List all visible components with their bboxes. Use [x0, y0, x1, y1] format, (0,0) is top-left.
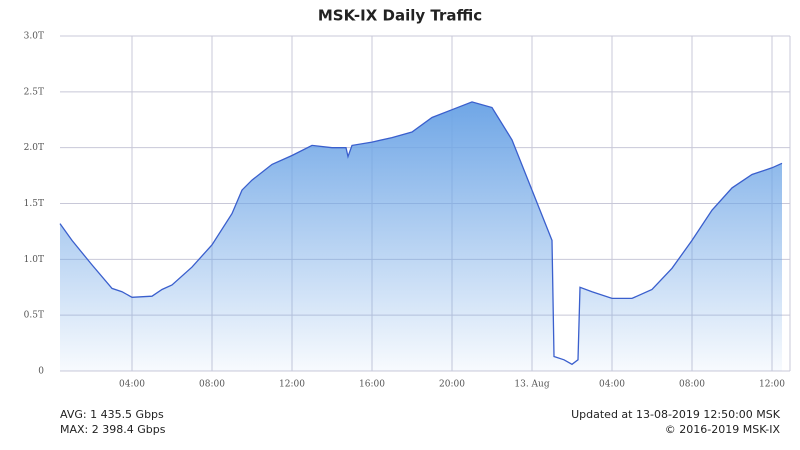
- y-tick-label: 0.5T: [24, 311, 44, 321]
- x-tick-label: 12:00: [759, 380, 785, 390]
- x-tick-label: 08:00: [679, 380, 705, 390]
- x-tick-label: 12:00: [279, 380, 305, 390]
- y-tick-label: 1.5T: [24, 199, 44, 209]
- chart-title: MSK-IX Daily Traffic: [318, 7, 482, 25]
- y-tick-label: 2.0T: [24, 143, 44, 153]
- x-tick-label: 08:00: [199, 380, 225, 390]
- area-fill: [60, 101, 782, 372]
- x-tick-label: 16:00: [359, 380, 385, 390]
- x-tick-label: 04:00: [119, 380, 145, 390]
- y-tick-label: 1.0T: [24, 255, 44, 265]
- x-tick-label: 13. Aug: [514, 380, 549, 390]
- annotation: Updated at 13-08-2019 12:50:00 MSK: [571, 408, 781, 421]
- y-tick-label: 3.0T: [24, 32, 44, 42]
- annotation: MAX: 2 398.4 Gbps: [60, 423, 166, 436]
- y-tick-label: 2.5T: [24, 87, 44, 97]
- y-tick-label: 0: [38, 367, 44, 377]
- x-tick-label: 04:00: [599, 380, 625, 390]
- annotation: © 2016-2019 MSK-IX: [665, 423, 781, 436]
- annotation: AVG: 1 435.5 Gbps: [60, 408, 164, 421]
- area-line: [59, 101, 783, 366]
- x-tick-label: 20:00: [439, 380, 465, 390]
